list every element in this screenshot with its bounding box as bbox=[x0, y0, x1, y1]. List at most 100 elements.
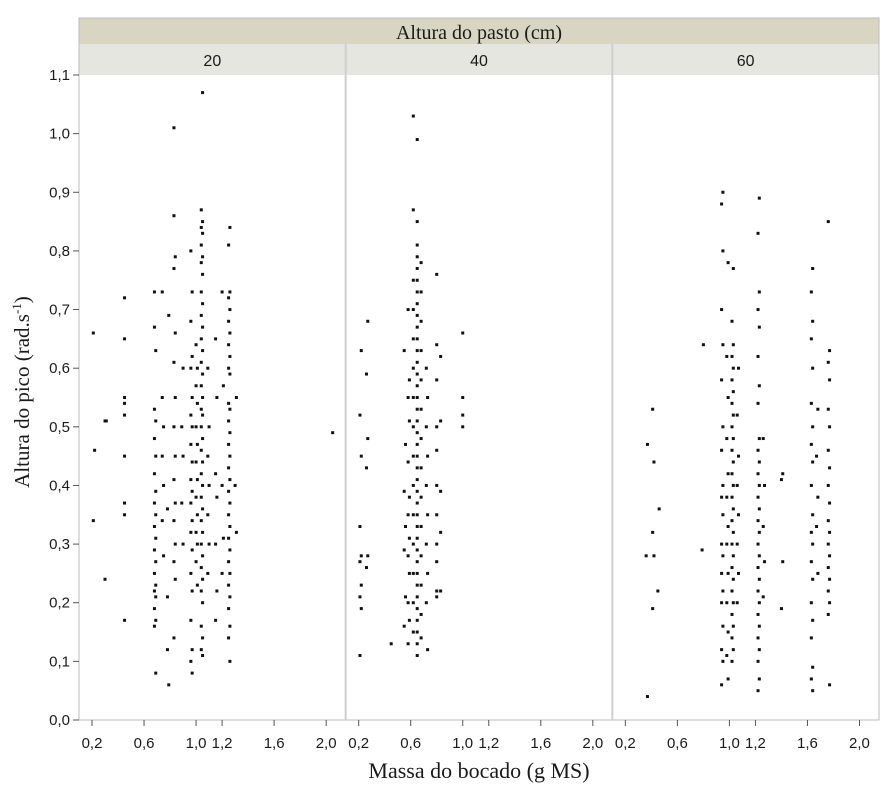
data-point bbox=[725, 542, 729, 546]
data-point bbox=[221, 536, 225, 540]
data-point bbox=[731, 554, 735, 558]
data-point bbox=[757, 290, 761, 294]
data-point bbox=[721, 513, 725, 517]
data-point bbox=[811, 577, 815, 581]
data-point bbox=[809, 530, 813, 534]
data-point bbox=[366, 554, 370, 558]
data-point bbox=[366, 437, 370, 441]
data-point bbox=[809, 636, 813, 640]
data-point bbox=[152, 290, 156, 294]
data-point bbox=[720, 378, 724, 382]
data-point bbox=[757, 384, 761, 388]
x-tick-label: 1,6 bbox=[530, 735, 551, 752]
data-point bbox=[172, 425, 176, 429]
data-point bbox=[435, 595, 439, 599]
data-point bbox=[737, 366, 741, 370]
data-point bbox=[359, 454, 363, 458]
y-tick-label: 0,9 bbox=[49, 184, 70, 201]
data-point bbox=[228, 308, 232, 312]
facet-panels: 20 40 60 bbox=[91, 44, 832, 720]
data-point bbox=[228, 659, 232, 663]
data-point bbox=[721, 554, 725, 558]
data-point bbox=[415, 407, 419, 411]
data-point bbox=[737, 571, 741, 575]
data-point bbox=[415, 396, 419, 399]
data-point bbox=[645, 442, 649, 446]
x-tick-label: 1,2 bbox=[212, 735, 233, 752]
data-point bbox=[757, 601, 761, 605]
data-point bbox=[123, 618, 127, 622]
data-point bbox=[195, 401, 199, 405]
panel-label-60: 60 bbox=[737, 53, 755, 70]
data-point bbox=[730, 401, 734, 405]
data-point bbox=[189, 530, 193, 534]
data-point bbox=[173, 577, 177, 581]
data-point bbox=[757, 437, 761, 441]
data-point bbox=[199, 243, 203, 247]
data-point bbox=[404, 525, 408, 528]
y-axis-title-close: ) bbox=[10, 296, 34, 303]
data-point bbox=[194, 530, 198, 534]
data-point bbox=[757, 554, 761, 558]
data-point bbox=[737, 454, 741, 458]
data-point bbox=[407, 618, 411, 622]
data-point bbox=[359, 583, 363, 587]
data-point bbox=[190, 290, 194, 294]
data-point bbox=[415, 349, 419, 353]
data-point bbox=[757, 483, 761, 487]
data-point bbox=[227, 513, 231, 517]
data-point bbox=[154, 618, 158, 622]
x-tick-label: 0,6 bbox=[667, 735, 688, 752]
data-point bbox=[720, 495, 724, 499]
data-point bbox=[652, 554, 656, 558]
data-point bbox=[201, 220, 205, 224]
data-point bbox=[172, 636, 176, 640]
data-point bbox=[720, 683, 724, 687]
data-point bbox=[201, 349, 205, 353]
x-tick-label: 1,2 bbox=[745, 735, 766, 752]
data-point bbox=[411, 571, 415, 575]
data-point bbox=[194, 425, 198, 429]
data-point bbox=[199, 407, 203, 411]
data-point bbox=[411, 542, 415, 546]
data-point bbox=[815, 525, 819, 528]
x-tick-label: 2,0 bbox=[582, 735, 603, 752]
data-point bbox=[735, 542, 739, 546]
y-tick-label: 0,1 bbox=[49, 653, 70, 670]
data-point bbox=[419, 290, 423, 294]
data-point bbox=[435, 483, 439, 487]
data-point bbox=[227, 401, 231, 405]
data-point bbox=[195, 513, 199, 517]
data-point bbox=[731, 601, 735, 605]
data-point bbox=[411, 513, 415, 517]
data-point bbox=[419, 378, 423, 382]
data-point bbox=[757, 530, 761, 534]
data-point bbox=[190, 460, 194, 464]
y-axis-title-sup: -1 bbox=[9, 303, 24, 314]
data-point bbox=[123, 296, 127, 300]
data-point bbox=[415, 501, 419, 505]
data-point bbox=[809, 483, 813, 487]
data-point bbox=[123, 501, 127, 505]
data-point bbox=[756, 589, 760, 593]
data-point bbox=[435, 378, 439, 382]
data-point bbox=[189, 366, 193, 370]
axes: 0,2 0,6 1,0 1,2 1,6 2,0 0,2 0,6 1,0 1,2 1,6 2,0 0,2 0… bbox=[49, 67, 870, 752]
data-point bbox=[726, 472, 730, 476]
data-point bbox=[199, 425, 203, 429]
data-point bbox=[415, 138, 419, 141]
data-point bbox=[435, 425, 439, 429]
data-point bbox=[227, 243, 231, 247]
data-point bbox=[167, 683, 171, 687]
data-point bbox=[172, 560, 176, 564]
data-point bbox=[201, 255, 205, 259]
data-point bbox=[731, 267, 735, 270]
data-point bbox=[152, 548, 156, 552]
data-point bbox=[91, 519, 95, 523]
data-point bbox=[154, 671, 158, 675]
data-point bbox=[737, 513, 741, 517]
chart-title: Altura do pasto (cm) bbox=[396, 22, 562, 44]
data-point bbox=[826, 360, 830, 364]
data-point bbox=[828, 425, 832, 429]
